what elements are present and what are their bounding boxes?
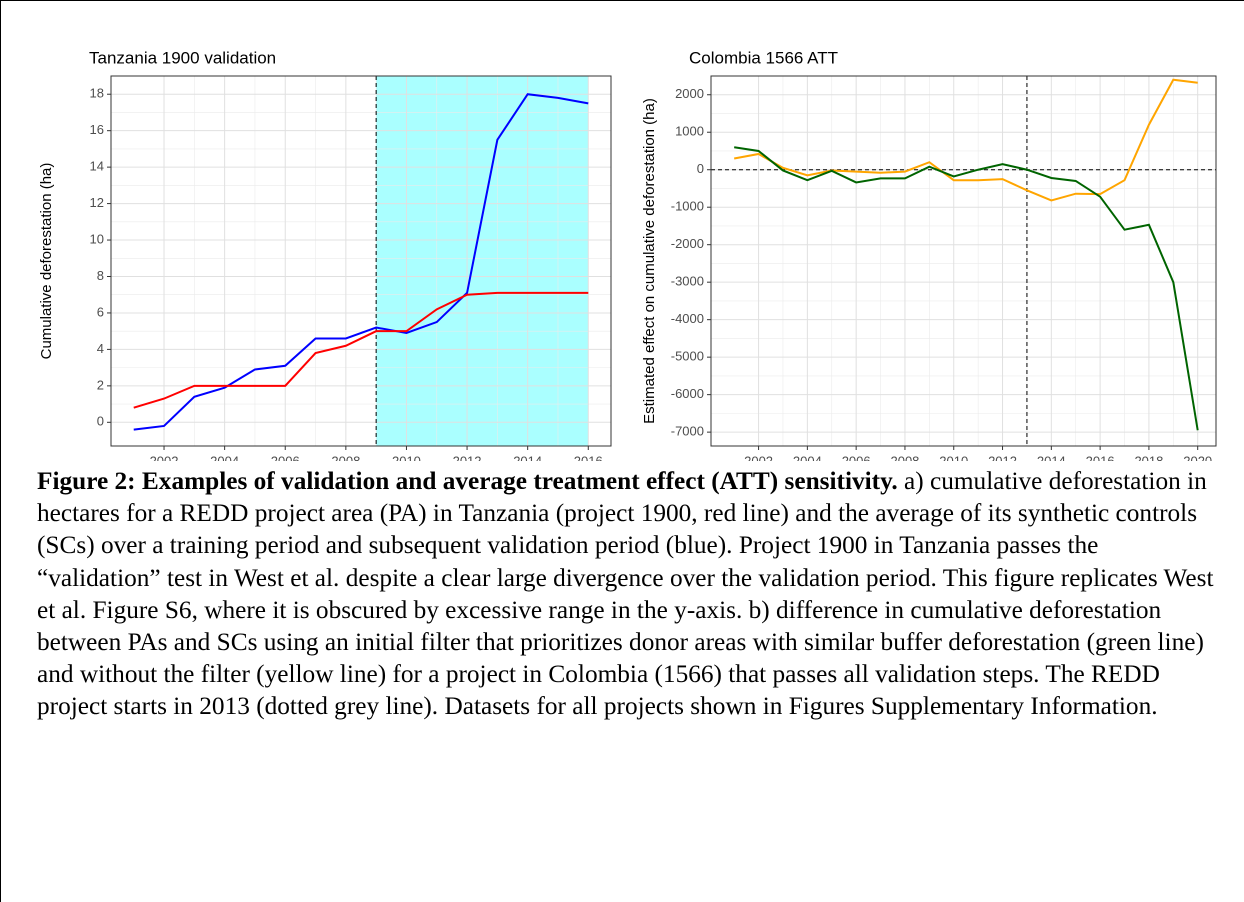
y-tick-label: 4 [97, 341, 104, 356]
y-tick-label: 18 [90, 86, 104, 101]
line [133, 291, 589, 409]
y-axis-label: Estimated effect on cumulative deforesta… [641, 98, 658, 424]
y-tick-label: 10 [90, 231, 104, 246]
y-axis-label: Cumulative deforestation (ha) [38, 163, 55, 360]
caption-bold: Figure 2: Examples of validation and ave… [37, 467, 898, 495]
x-tick-label: 2004 [210, 453, 239, 461]
y-tick-label: 14 [90, 159, 104, 174]
x-tick-label: 2002 [150, 453, 179, 461]
panel-border [110, 75, 612, 447]
y-tick-label: -5000 [671, 349, 704, 364]
x-tick-label: 2010 [392, 453, 421, 461]
line [733, 78, 1198, 202]
y-tick-label: 16 [90, 122, 104, 137]
chart-title: Tanzania 1900 validation [89, 48, 276, 67]
y-tick-label: 6 [97, 304, 104, 319]
y-tick-label: 8 [97, 268, 104, 283]
line [133, 93, 589, 431]
x-tick-label: 2014 [1037, 453, 1066, 461]
x-tick-label: 2006 [842, 453, 871, 461]
y-tick-label: 2 [97, 377, 104, 392]
shade [376, 76, 589, 446]
y-tick-label: -7000 [671, 424, 704, 439]
y-tick-label: -2000 [671, 236, 704, 251]
y-tick-label: 2000 [675, 86, 704, 101]
y-tick-label: 12 [90, 195, 104, 210]
x-tick-label: 2010 [939, 453, 968, 461]
x-tick-label: 2018 [1134, 453, 1163, 461]
y-tick-label: 1000 [675, 124, 704, 139]
x-tick-label: 2012 [453, 453, 482, 461]
x-tick-label: 2004 [793, 453, 822, 461]
panel-border [710, 75, 1217, 447]
caption: Figure 2: Examples of validation and ave… [37, 465, 1217, 723]
x-tick-label: 2012 [988, 453, 1017, 461]
x-tick-label: 2008 [890, 453, 919, 461]
x-tick-label: 2016 [574, 453, 603, 461]
y-tick-label: -1000 [671, 199, 704, 214]
y-tick-label: 0 [697, 161, 704, 176]
y-tick-label: 0 [97, 414, 104, 429]
caption-text: a) cumulative deforestation in hectares … [37, 467, 1214, 721]
x-tick-label: 2020 [1183, 453, 1212, 461]
chart-title: Colombia 1566 ATT [689, 48, 838, 67]
y-tick-label: -4000 [671, 311, 704, 326]
y-tick-label: -6000 [671, 386, 704, 401]
x-tick-label: 2008 [331, 453, 360, 461]
x-tick-label: 2002 [744, 453, 773, 461]
x-tick-label: 2014 [513, 453, 542, 461]
x-tick-label: 2016 [1086, 453, 1115, 461]
x-tick-label: 2006 [271, 453, 300, 461]
y-tick-label: -3000 [671, 274, 704, 289]
line [734, 146, 1199, 431]
